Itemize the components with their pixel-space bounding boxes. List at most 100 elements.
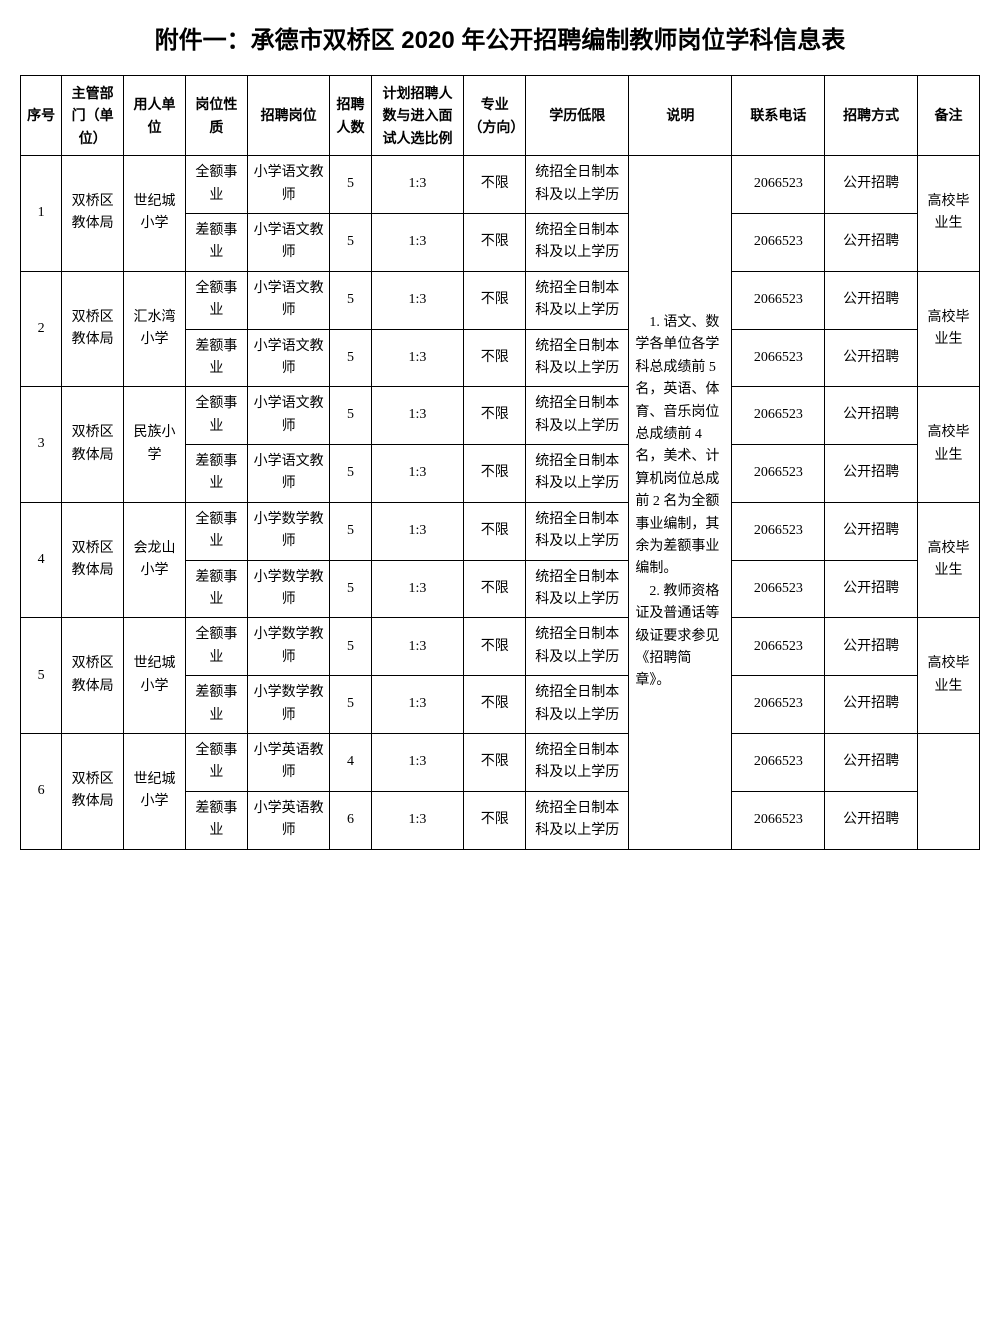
col-header-unit: 用人单位 <box>124 76 186 156</box>
cell-ratio: 1:3 <box>371 791 464 849</box>
cell-nature: 差额事业 <box>185 676 247 734</box>
cell-phone: 2066523 <box>732 676 825 734</box>
cell-edu: 统招全日制本科及以上学历 <box>526 445 629 503</box>
cell-nature: 全额事业 <box>185 387 247 445</box>
cell-edu: 统招全日制本科及以上学历 <box>526 329 629 387</box>
cell-edu: 统招全日制本科及以上学历 <box>526 618 629 676</box>
cell-major: 不限 <box>464 213 526 271</box>
table-row: 2双桥区教体局汇水湾小学全额事业小学语文教师51:3不限统招全日制本科及以上学历… <box>21 271 980 329</box>
cell-unit: 汇水湾小学 <box>124 271 186 387</box>
cell-edu: 统招全日制本科及以上学历 <box>526 676 629 734</box>
cell-seq: 3 <box>21 387 62 503</box>
cell-dept: 双桥区教体局 <box>62 156 124 272</box>
cell-count: 5 <box>330 387 371 445</box>
cell-position: 小学语文教师 <box>247 445 330 503</box>
cell-count: 5 <box>330 618 371 676</box>
cell-ratio: 1:3 <box>371 213 464 271</box>
cell-count: 5 <box>330 502 371 560</box>
cell-method: 公开招聘 <box>825 329 918 387</box>
col-header-ratio: 计划招聘人数与进入面试人选比例 <box>371 76 464 156</box>
cell-nature: 全额事业 <box>185 271 247 329</box>
cell-major: 不限 <box>464 156 526 214</box>
cell-edu: 统招全日制本科及以上学历 <box>526 791 629 849</box>
cell-remark: 高校毕业生 <box>918 271 980 387</box>
col-header-major: 专业（方向） <box>464 76 526 156</box>
cell-remark <box>918 733 980 849</box>
cell-phone: 2066523 <box>732 618 825 676</box>
cell-dept: 双桥区教体局 <box>62 733 124 849</box>
cell-dept: 双桥区教体局 <box>62 502 124 618</box>
cell-position: 小学数学教师 <box>247 502 330 560</box>
cell-ratio: 1:3 <box>371 502 464 560</box>
cell-edu: 统招全日制本科及以上学历 <box>526 560 629 618</box>
cell-unit: 世纪城小学 <box>124 733 186 849</box>
cell-edu: 统招全日制本科及以上学历 <box>526 733 629 791</box>
table-row: 6双桥区教体局世纪城小学全额事业小学英语教师41:3不限统招全日制本科及以上学历… <box>21 733 980 791</box>
cell-phone: 2066523 <box>732 733 825 791</box>
cell-major: 不限 <box>464 560 526 618</box>
cell-nature: 差额事业 <box>185 791 247 849</box>
cell-phone: 2066523 <box>732 387 825 445</box>
cell-phone: 2066523 <box>732 271 825 329</box>
cell-remark: 高校毕业生 <box>918 618 980 734</box>
cell-phone: 2066523 <box>732 445 825 503</box>
table-row: 5双桥区教体局世纪城小学全额事业小学数学教师51:3不限统招全日制本科及以上学历… <box>21 618 980 676</box>
cell-ratio: 1:3 <box>371 733 464 791</box>
cell-remark: 高校毕业生 <box>918 502 980 618</box>
cell-dept: 双桥区教体局 <box>62 387 124 503</box>
cell-method: 公开招聘 <box>825 502 918 560</box>
cell-nature: 全额事业 <box>185 618 247 676</box>
cell-count: 5 <box>330 156 371 214</box>
col-header-method: 招聘方式 <box>825 76 918 156</box>
cell-method: 公开招聘 <box>825 213 918 271</box>
col-header-remark: 备注 <box>918 76 980 156</box>
cell-count: 4 <box>330 733 371 791</box>
cell-ratio: 1:3 <box>371 271 464 329</box>
cell-phone: 2066523 <box>732 329 825 387</box>
cell-seq: 4 <box>21 502 62 618</box>
cell-ratio: 1:3 <box>371 618 464 676</box>
table-row: 4双桥区教体局会龙山小学全额事业小学数学教师51:3不限统招全日制本科及以上学历… <box>21 502 980 560</box>
col-header-desc: 说明 <box>629 76 732 156</box>
cell-count: 5 <box>330 329 371 387</box>
cell-method: 公开招聘 <box>825 271 918 329</box>
cell-count: 5 <box>330 445 371 503</box>
cell-major: 不限 <box>464 791 526 849</box>
cell-method: 公开招聘 <box>825 560 918 618</box>
cell-count: 6 <box>330 791 371 849</box>
cell-major: 不限 <box>464 502 526 560</box>
cell-major: 不限 <box>464 676 526 734</box>
cell-count: 5 <box>330 676 371 734</box>
cell-ratio: 1:3 <box>371 387 464 445</box>
cell-nature: 差额事业 <box>185 445 247 503</box>
cell-method: 公开招聘 <box>825 676 918 734</box>
cell-count: 5 <box>330 560 371 618</box>
cell-major: 不限 <box>464 733 526 791</box>
col-header-pos: 招聘岗位 <box>247 76 330 156</box>
cell-seq: 5 <box>21 618 62 734</box>
cell-method: 公开招聘 <box>825 733 918 791</box>
table-row: 1双桥区教体局世纪城小学全额事业小学语文教师51:3不限统招全日制本科及以上学历… <box>21 156 980 214</box>
cell-ratio: 1:3 <box>371 676 464 734</box>
cell-edu: 统招全日制本科及以上学历 <box>526 156 629 214</box>
cell-position: 小学语文教师 <box>247 271 330 329</box>
cell-method: 公开招聘 <box>825 445 918 503</box>
col-header-dept: 主管部门（单位） <box>62 76 124 156</box>
cell-seq: 2 <box>21 271 62 387</box>
cell-position: 小学语文教师 <box>247 213 330 271</box>
cell-unit: 世纪城小学 <box>124 156 186 272</box>
col-header-phone: 联系电话 <box>732 76 825 156</box>
cell-method: 公开招聘 <box>825 156 918 214</box>
cell-nature: 差额事业 <box>185 213 247 271</box>
cell-seq: 1 <box>21 156 62 272</box>
cell-nature: 差额事业 <box>185 560 247 618</box>
col-header-count: 招聘人数 <box>330 76 371 156</box>
cell-remark: 高校毕业生 <box>918 156 980 272</box>
cell-position: 小学数学教师 <box>247 618 330 676</box>
cell-position: 小学语文教师 <box>247 329 330 387</box>
cell-method: 公开招聘 <box>825 618 918 676</box>
cell-seq: 6 <box>21 733 62 849</box>
cell-position: 小学语文教师 <box>247 156 330 214</box>
page-title: 附件一：承德市双桥区 2020 年公开招聘编制教师岗位学科信息表 <box>20 20 980 55</box>
cell-method: 公开招聘 <box>825 791 918 849</box>
